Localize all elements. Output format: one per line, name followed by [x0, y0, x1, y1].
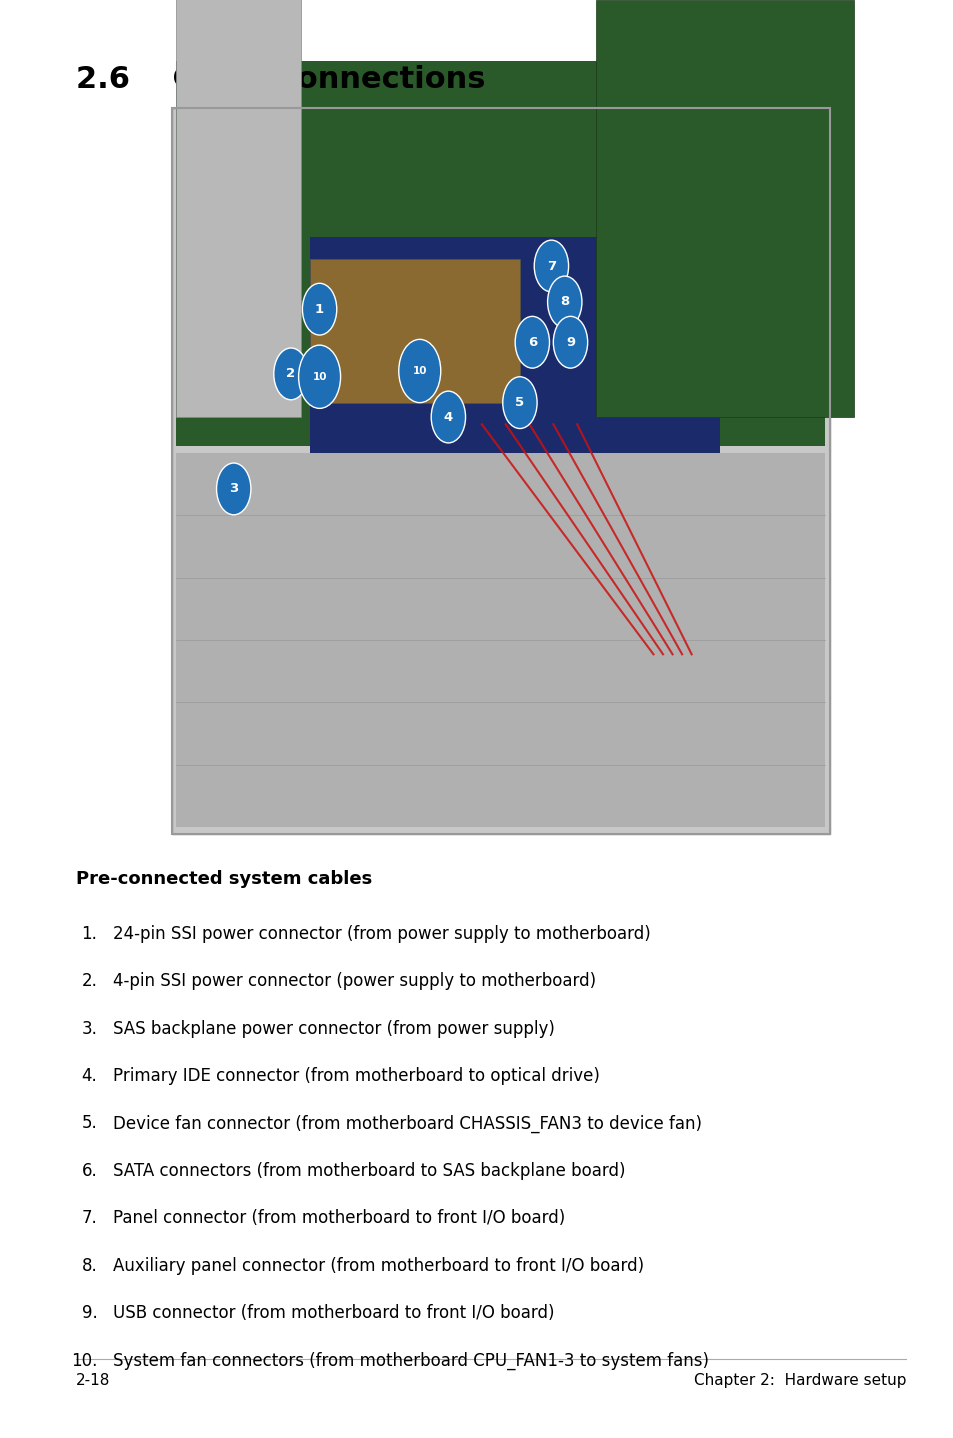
- Circle shape: [216, 463, 251, 515]
- Circle shape: [274, 348, 308, 400]
- Text: USB connector (from motherboard to front I/O board): USB connector (from motherboard to front…: [112, 1304, 554, 1323]
- Text: Chapter 2:  Hardware setup: Chapter 2: Hardware setup: [693, 1373, 905, 1388]
- Text: 10.: 10.: [71, 1352, 97, 1370]
- Text: 9.: 9.: [81, 1304, 97, 1323]
- Text: 4-pin SSI power connector (power supply to motherboard): 4-pin SSI power connector (power supply …: [112, 972, 595, 991]
- Text: 6: 6: [527, 335, 537, 349]
- Text: 6.: 6.: [81, 1162, 97, 1181]
- Text: Primary IDE connector (from motherboard to optical drive): Primary IDE connector (from motherboard …: [112, 1067, 598, 1086]
- Text: 8: 8: [559, 295, 569, 309]
- Circle shape: [302, 283, 336, 335]
- Circle shape: [398, 339, 440, 403]
- Text: 24-pin SSI power connector (from power supply to motherboard): 24-pin SSI power connector (from power s…: [112, 925, 650, 943]
- Circle shape: [547, 276, 581, 328]
- Text: 4: 4: [443, 410, 453, 424]
- FancyBboxPatch shape: [176, 62, 824, 446]
- FancyBboxPatch shape: [176, 0, 300, 417]
- FancyBboxPatch shape: [176, 453, 824, 827]
- Text: Auxiliary panel connector (from motherboard to front I/O board): Auxiliary panel connector (from motherbo…: [112, 1257, 643, 1276]
- Text: 3: 3: [229, 482, 238, 496]
- Text: 7: 7: [546, 259, 556, 273]
- Text: 8.: 8.: [81, 1257, 97, 1276]
- FancyBboxPatch shape: [310, 259, 519, 403]
- Circle shape: [502, 377, 537, 429]
- FancyBboxPatch shape: [596, 0, 853, 417]
- Text: 2-18: 2-18: [76, 1373, 111, 1388]
- Text: 3.: 3.: [81, 1020, 97, 1038]
- Text: 4.: 4.: [81, 1067, 97, 1086]
- Text: System fan connectors (from motherboard CPU_FAN1-3 to system fans): System fan connectors (from motherboard …: [112, 1352, 708, 1370]
- Text: Pre-connected system cables: Pre-connected system cables: [76, 870, 373, 889]
- Text: SATA connectors (from motherboard to SAS backplane board): SATA connectors (from motherboard to SAS…: [112, 1162, 624, 1181]
- Text: 10: 10: [412, 367, 427, 375]
- Text: 7.: 7.: [81, 1209, 97, 1228]
- Text: SAS backplane power connector (from power supply): SAS backplane power connector (from powe…: [112, 1020, 554, 1038]
- Circle shape: [534, 240, 568, 292]
- Circle shape: [515, 316, 549, 368]
- Text: 5.: 5.: [81, 1114, 97, 1133]
- Text: 2: 2: [286, 367, 295, 381]
- Text: 9: 9: [565, 335, 575, 349]
- Text: Device fan connector (from motherboard CHASSIS_FAN3 to device fan): Device fan connector (from motherboard C…: [112, 1114, 700, 1133]
- FancyBboxPatch shape: [172, 108, 829, 834]
- Text: 1: 1: [314, 302, 324, 316]
- Text: 1.: 1.: [81, 925, 97, 943]
- FancyBboxPatch shape: [310, 237, 720, 453]
- Text: 2.6    Cable connections: 2.6 Cable connections: [76, 65, 485, 93]
- Text: 5: 5: [515, 395, 524, 410]
- Text: 2.: 2.: [81, 972, 97, 991]
- Circle shape: [431, 391, 465, 443]
- Circle shape: [553, 316, 587, 368]
- Circle shape: [298, 345, 340, 408]
- Text: 10: 10: [312, 372, 327, 381]
- Text: Panel connector (from motherboard to front I/O board): Panel connector (from motherboard to fro…: [112, 1209, 564, 1228]
